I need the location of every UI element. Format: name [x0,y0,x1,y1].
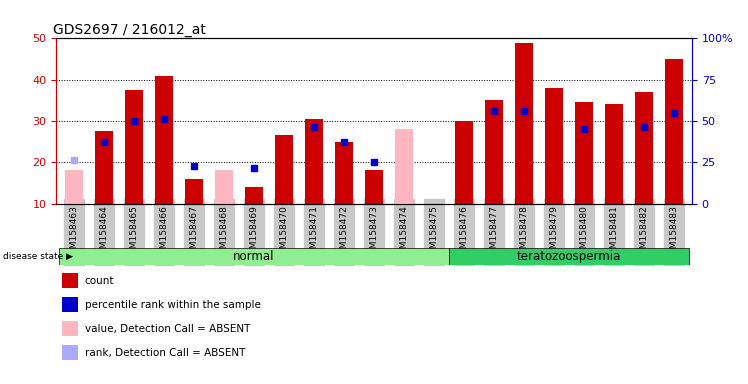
Bar [449,248,689,265]
Bar [215,170,233,204]
Bar [395,129,413,204]
Text: rank, Detection Call = ABSENT: rank, Detection Call = ABSENT [85,348,245,358]
Bar [515,43,533,204]
Bar [485,100,503,204]
Bar [62,321,79,336]
Bar [65,170,83,204]
Text: GDS2697 / 216012_at: GDS2697 / 216012_at [53,23,206,37]
Bar [62,297,79,313]
Bar [665,59,683,204]
Text: disease state ▶: disease state ▶ [3,252,73,261]
Text: count: count [85,276,114,286]
Bar [335,142,353,204]
Text: value, Detection Call = ABSENT: value, Detection Call = ABSENT [85,324,250,334]
Bar [605,104,623,204]
Bar [59,248,449,265]
Text: teratozoospermia: teratozoospermia [517,250,621,263]
Bar [275,136,293,204]
Bar [245,187,263,204]
Text: normal: normal [233,250,275,263]
Text: percentile rank within the sample: percentile rank within the sample [85,300,260,310]
Bar [455,121,473,204]
Bar [545,88,563,204]
Bar [365,170,383,204]
Bar [185,179,203,204]
Bar [95,131,113,204]
Bar [635,92,653,204]
Bar [62,345,79,361]
Bar [305,119,323,204]
Bar [155,76,173,204]
Bar [575,103,593,204]
Bar [125,90,143,204]
Bar [62,273,79,288]
